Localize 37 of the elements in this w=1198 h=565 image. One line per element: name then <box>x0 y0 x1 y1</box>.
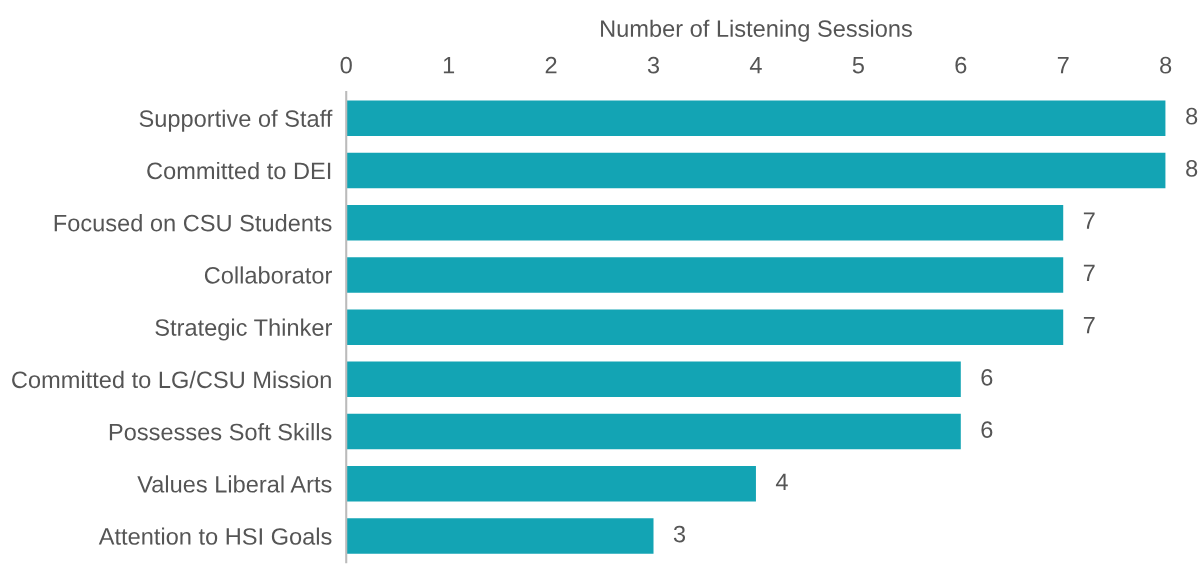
bar <box>346 204 1064 241</box>
data-label: 8 <box>1186 160 1198 177</box>
bar <box>346 309 1064 345</box>
x-tick-label: 1 <box>443 57 455 74</box>
y-tick-label: Attention to HSI Goals <box>98 527 332 545</box>
bar <box>346 466 756 502</box>
bar <box>346 257 1064 293</box>
data-label: 7 <box>1083 264 1095 282</box>
x-tick-label: 2 <box>545 56 557 74</box>
data-label: 8 <box>1186 107 1198 125</box>
bar <box>346 100 1166 136</box>
y-tick-label: Focused on CSU Students <box>54 214 332 232</box>
x-tick-label: 8 <box>1160 56 1172 74</box>
data-label: 6 <box>981 368 993 386</box>
y-tick-label: Supportive of Staff <box>139 109 333 132</box>
y-tick-label: Strategic Thinker <box>155 318 332 341</box>
x-tick-label: 0 <box>340 56 352 74</box>
bar <box>346 518 654 554</box>
x-tick-label: 7 <box>1057 57 1069 74</box>
data-label: 4 <box>775 473 788 490</box>
y-tick-label: Values Liberal Arts <box>137 475 332 493</box>
x-axis-title: Number of Listening Sessions <box>601 19 912 42</box>
x-tick-label: 4 <box>749 57 762 74</box>
y-tick-label: Possesses Soft Skills <box>109 423 332 441</box>
data-label: 6 <box>981 421 993 438</box>
bar <box>346 361 961 398</box>
x-tick-label: 6 <box>955 56 967 74</box>
data-label: 7 <box>1083 317 1095 334</box>
bar <box>346 152 1166 189</box>
y-tick-label: Collaborator <box>204 266 332 284</box>
data-label: 7 <box>1083 212 1095 229</box>
y-tick-label: Committed to LG/CSU Mission <box>12 370 331 389</box>
data-label: 3 <box>673 525 686 543</box>
bar <box>346 413 961 450</box>
x-tick-label: 3 <box>647 56 660 74</box>
x-tick-label: 5 <box>852 57 864 74</box>
y-tick-label: Committed to DEI <box>147 161 331 180</box>
